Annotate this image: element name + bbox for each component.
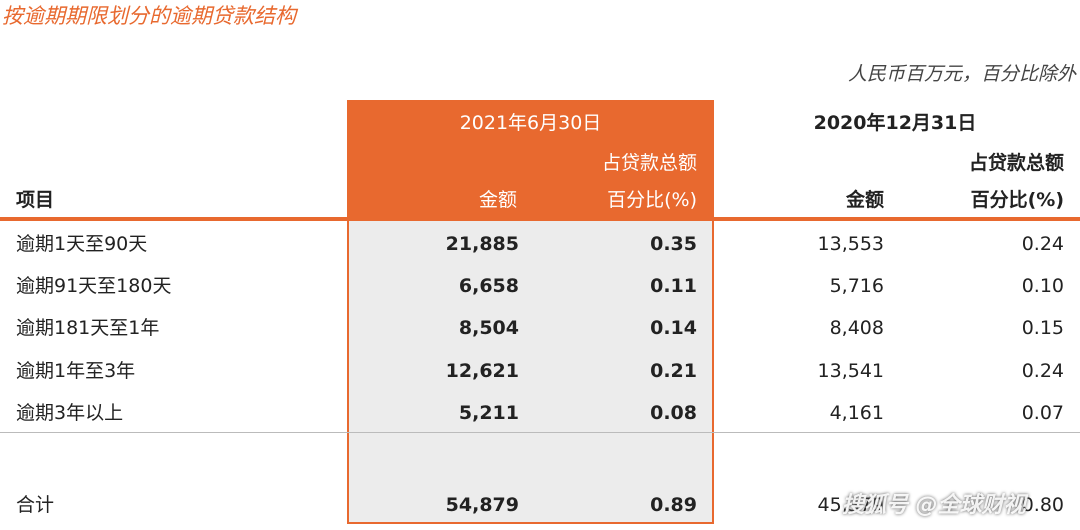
amount-cell: 4,161 bbox=[829, 401, 884, 424]
ratio-cell: 0.24 bbox=[1021, 359, 1064, 382]
amount-cell: 54,879 bbox=[445, 494, 519, 516]
ratio-header: 占贷款总额 bbox=[601, 152, 697, 174]
ratio-header: 百分比(%) bbox=[607, 189, 697, 211]
row-label: 逾期3年以上 bbox=[16, 401, 124, 424]
ratio-cell: 0.14 bbox=[650, 317, 697, 340]
ratio-cell: 0.35 bbox=[650, 233, 697, 255]
amount-cell: 45,379 bbox=[817, 494, 884, 516]
ratio-cell: 0.07 bbox=[1021, 401, 1064, 424]
row-label: 合计 bbox=[16, 494, 55, 516]
item-header: 项目 bbox=[16, 189, 55, 211]
ratio-cell: 0.21 bbox=[650, 359, 697, 382]
ratio-cell: 0.10 bbox=[1021, 275, 1064, 298]
amount-cell: 13,553 bbox=[817, 233, 884, 255]
ratio-cell: 0.89 bbox=[650, 494, 697, 516]
row-label: 逾期91天至180天 bbox=[16, 275, 172, 298]
row-label: 逾期1年至3年 bbox=[16, 359, 136, 382]
body-rule bbox=[0, 432, 1080, 433]
amount-cell: 21,885 bbox=[445, 233, 519, 255]
amount-cell: 8,408 bbox=[829, 317, 884, 340]
amount-cell: 13,541 bbox=[817, 359, 884, 382]
amount-cell: 6,658 bbox=[458, 275, 519, 298]
ratio-header: 占贷款总额 bbox=[968, 152, 1064, 174]
ratio-header: 百分比(%) bbox=[970, 189, 1064, 211]
ratio-cell: 0.11 bbox=[650, 275, 697, 298]
ratio-cell: 0.24 bbox=[1021, 233, 1064, 255]
amount-cell: 5,716 bbox=[829, 275, 884, 298]
row-label: 逾期1天至90天 bbox=[16, 233, 148, 255]
ratio-cell: 0.15 bbox=[1021, 317, 1064, 340]
amount-header: 金额 bbox=[478, 189, 517, 211]
header-rule bbox=[0, 217, 1080, 221]
amount-cell: 5,211 bbox=[458, 401, 519, 424]
row-label: 逾期181天至1年 bbox=[16, 317, 160, 340]
amount-cell: 8,504 bbox=[458, 317, 519, 340]
period-header: 2021年6月30日 bbox=[459, 112, 602, 134]
ratio-cell: 0.80 bbox=[1021, 494, 1064, 516]
ratio-cell: 0.08 bbox=[650, 401, 697, 424]
amount-header: 金额 bbox=[845, 189, 884, 211]
title: 按逾期期限划分的逾期贷款结构 bbox=[2, 4, 296, 28]
unit-note: 人民币百万元，百分比除外 bbox=[847, 63, 1076, 85]
amount-cell: 12,621 bbox=[445, 359, 519, 382]
watermark: 搜狐号 @全球财视 bbox=[842, 493, 1026, 518]
period-header: 2020年12月31日 bbox=[813, 112, 977, 134]
highlight-header bbox=[347, 100, 714, 219]
